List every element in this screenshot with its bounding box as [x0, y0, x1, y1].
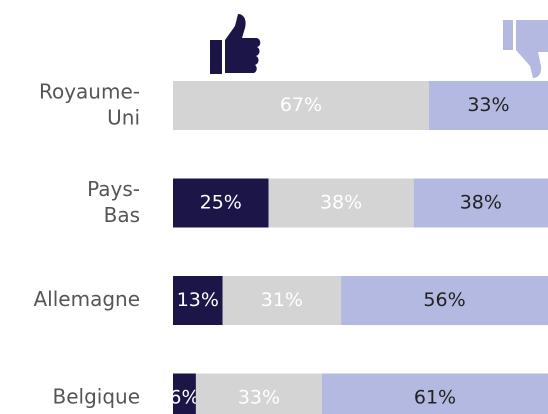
bar-segment [173, 276, 223, 325]
value-label: 13% [177, 289, 219, 311]
value-label: 31% [261, 289, 303, 311]
thumbs-down-icon [503, 20, 548, 78]
value-label: 38% [460, 192, 502, 214]
value-label: 33% [238, 387, 280, 409]
bar-segment [173, 373, 196, 414]
bar-segment [413, 178, 548, 228]
value-label: 33% [467, 94, 509, 116]
category-label: Allemagne [33, 287, 140, 311]
bar-segment [268, 178, 414, 228]
value-label: 61% [414, 387, 456, 409]
bar-segment [173, 81, 429, 130]
thumbs-up-icon [210, 14, 261, 74]
value-label: 6% [169, 387, 199, 409]
bar-segment [195, 373, 322, 414]
value-label: 56% [423, 289, 465, 311]
value-label: 25% [200, 192, 242, 214]
bar-segment [341, 276, 548, 325]
category-label: Belgique [52, 385, 140, 409]
value-label: 67% [280, 94, 322, 116]
bar-segment [428, 81, 548, 130]
bar-segment [222, 276, 342, 325]
bar-segment [321, 373, 548, 414]
value-label: 38% [320, 192, 362, 214]
category-label: Royaume-Uni [39, 79, 140, 129]
category-label: Pays-Bas [87, 177, 140, 227]
bar-segment [173, 178, 269, 228]
